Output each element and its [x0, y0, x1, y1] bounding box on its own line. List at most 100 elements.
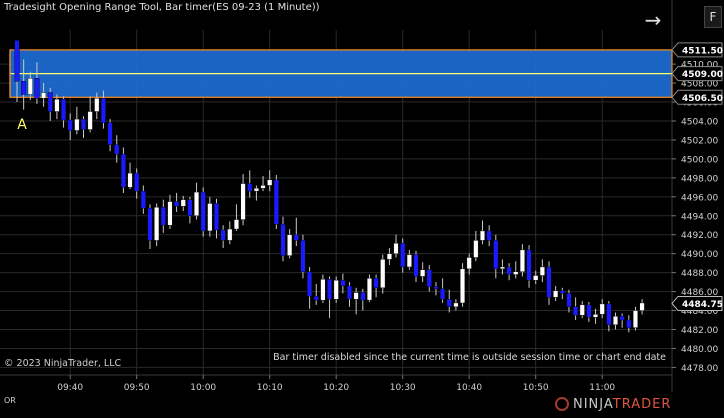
candle-up — [519, 249, 525, 272]
candle-up — [74, 118, 80, 131]
candle — [180, 195, 186, 212]
candle — [194, 182, 200, 220]
candle — [347, 282, 353, 307]
candle-down — [100, 98, 106, 124]
candle — [526, 245, 532, 288]
candle-up — [333, 280, 339, 300]
candle-up — [260, 185, 266, 189]
candle-down — [606, 303, 612, 325]
price-tick-label: 4498.00 — [681, 174, 718, 184]
candle — [639, 299, 645, 315]
candle-down — [340, 280, 346, 287]
candle — [626, 315, 632, 333]
range-high-flag: 4511.50 — [671, 42, 723, 58]
candle-up — [167, 201, 173, 226]
time-tick-label: 10:00 — [190, 383, 216, 392]
candle — [127, 162, 133, 190]
range-low-flag-box — [671, 89, 723, 105]
candle — [227, 221, 233, 245]
candle — [213, 198, 219, 239]
price-tick-label: 4488.00 — [681, 269, 718, 279]
candle-down — [247, 183, 253, 192]
candle — [499, 259, 505, 275]
candle — [553, 285, 559, 302]
candle-down — [114, 144, 120, 155]
candle-down — [147, 207, 153, 241]
candle — [253, 185, 259, 201]
candle-up — [453, 302, 459, 307]
price-axis: 4478.00 4480.00 4482.00 4484.00 4486.00 4488.… — [671, 42, 723, 374]
candle — [406, 249, 412, 270]
candle-down — [120, 153, 126, 188]
candle — [240, 174, 246, 226]
candle — [147, 204, 153, 249]
range-mid-flag-box — [671, 66, 723, 82]
candle — [120, 147, 126, 194]
candle — [433, 282, 439, 296]
ninjatrader-seal-icon — [555, 397, 569, 411]
candle — [300, 234, 306, 279]
candle — [393, 234, 399, 258]
price-tick-label: 4482.00 — [681, 326, 718, 336]
candle-down — [426, 269, 432, 288]
candle-down — [586, 304, 592, 318]
candle — [466, 253, 472, 275]
candle — [380, 254, 386, 294]
candle-up — [460, 268, 466, 304]
tab-or[interactable]: OR — [4, 396, 16, 405]
time-tick-label: 09:50 — [124, 383, 150, 392]
candle-up — [380, 259, 386, 289]
current-price-flag-label: 4484.75 — [682, 300, 723, 310]
logo-ninja-text: NINJA — [573, 397, 613, 412]
bar-timer-status: Bar timer disabled since the current tim… — [273, 352, 666, 363]
candle-down — [626, 319, 632, 328]
candle — [413, 250, 419, 283]
candle-down — [446, 298, 452, 307]
candle-down — [327, 279, 333, 300]
candle-down — [546, 266, 552, 298]
time-tick-label: 10:30 — [390, 383, 416, 392]
candle — [460, 263, 466, 307]
candle-up — [94, 98, 100, 112]
f-button[interactable]: F — [704, 6, 722, 28]
candle — [61, 96, 67, 128]
arrow-right-icon[interactable]: → — [644, 8, 662, 32]
range-mid-flag: 4509.00 — [671, 66, 723, 82]
candle — [307, 266, 313, 309]
candle — [287, 229, 293, 259]
candle — [420, 262, 426, 283]
candle — [160, 199, 166, 233]
candle-up — [420, 269, 426, 277]
candle — [94, 92, 100, 120]
candle — [273, 175, 279, 230]
price-tick-label: 4480.00 — [681, 345, 718, 355]
candle-up — [41, 92, 47, 99]
candle-down — [220, 229, 226, 241]
candle-down — [526, 249, 532, 281]
candle-up — [27, 78, 33, 95]
range-high-flag-label: 4511.50 — [682, 46, 723, 56]
candle — [187, 196, 193, 224]
candle — [47, 87, 53, 121]
candle — [167, 194, 173, 230]
candle-up — [287, 234, 293, 256]
candle-up — [613, 316, 619, 325]
candle-down — [107, 122, 113, 145]
candle-down — [280, 224, 286, 256]
chart-title: Tradesight Opening Range Tool, Bar timer… — [4, 2, 320, 13]
price-chart[interactable]: A 4478.00 4480.00 4482.00 4484.00 4486.00 448… — [0, 0, 724, 392]
time-axis: 09:40 09:50 10:00 10:10 10:20 10:30 10:40 10:50… — [57, 375, 615, 392]
candle — [619, 313, 625, 328]
candle — [613, 312, 619, 330]
candle — [74, 106, 80, 135]
candle — [440, 278, 446, 303]
candle-down — [433, 286, 439, 289]
candle — [579, 301, 585, 319]
candle-up — [406, 254, 412, 268]
candle-up — [513, 271, 519, 275]
candle — [134, 168, 140, 199]
time-tick-label: 10:40 — [456, 383, 482, 392]
time-tick-label: 10:20 — [323, 383, 349, 392]
candle — [400, 238, 406, 273]
candle-down — [573, 306, 579, 316]
